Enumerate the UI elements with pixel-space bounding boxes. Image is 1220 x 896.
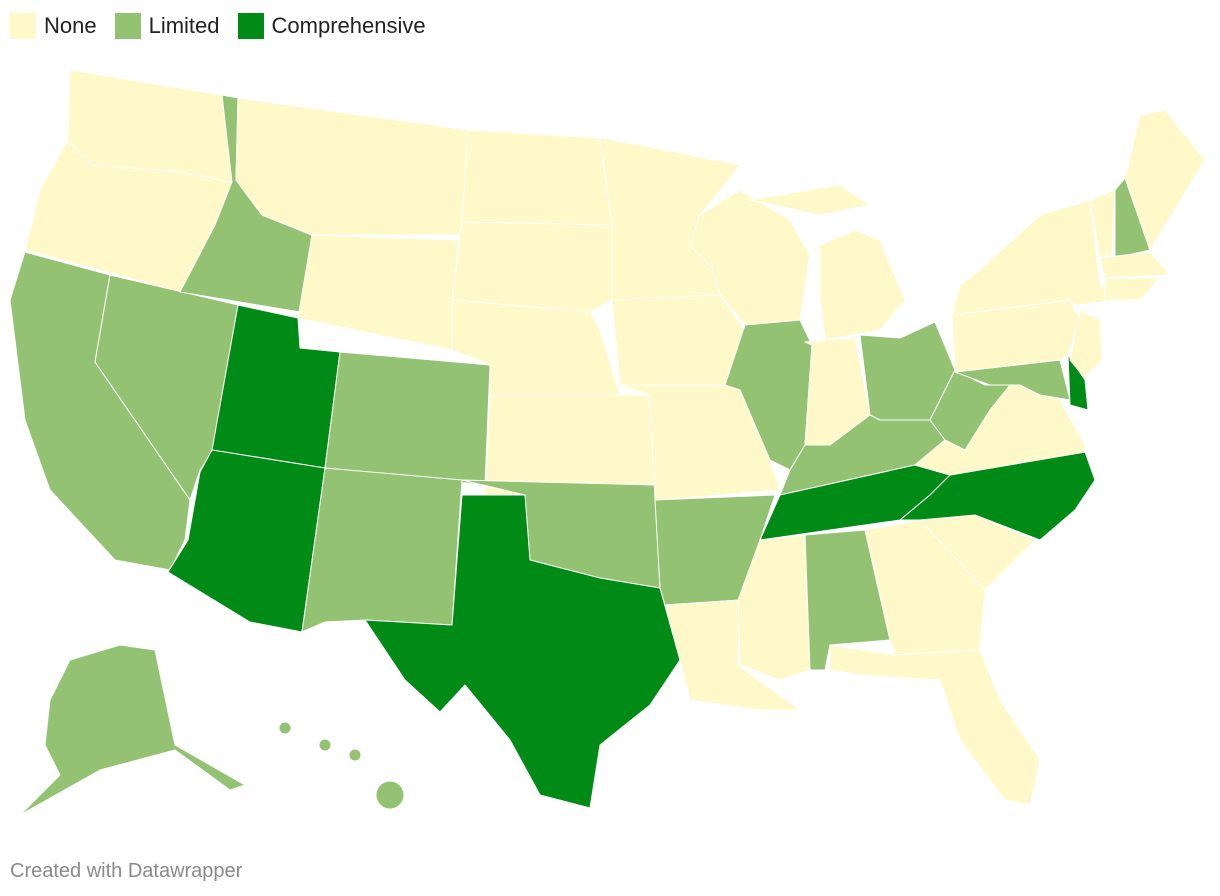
legend-label: None: [44, 13, 97, 38]
state: [301, 467, 463, 633]
state: [1089, 189, 1116, 259]
map: [9, 69, 1206, 816]
state: [611, 294, 746, 386]
legend-item: Comprehensive: [237, 13, 426, 39]
state: [1099, 251, 1171, 279]
state: [364, 494, 681, 809]
state: [297, 234, 459, 351]
legend-label: Limited: [148, 13, 220, 38]
state: [1104, 277, 1161, 301]
state: [324, 351, 491, 486]
legend-item: None: [10, 13, 97, 39]
state: [278, 721, 405, 810]
legend-swatch: [237, 13, 264, 39]
state: [1069, 309, 1103, 379]
state: [951, 199, 1121, 316]
state: [829, 644, 1041, 806]
state: [235, 97, 469, 236]
legend-item: Limited: [114, 13, 220, 39]
legend: None Limited Comprehensive: [10, 13, 426, 39]
state: [461, 129, 613, 226]
state: [749, 184, 906, 341]
footer: Created with Datawrapper: [10, 860, 243, 882]
state: [1124, 109, 1206, 251]
legend-label: Comprehensive: [271, 13, 426, 38]
state: [899, 451, 1096, 541]
legend-swatch: [114, 13, 141, 39]
state: [451, 221, 613, 313]
state: [19, 644, 246, 816]
legend-swatch: [10, 13, 36, 39]
